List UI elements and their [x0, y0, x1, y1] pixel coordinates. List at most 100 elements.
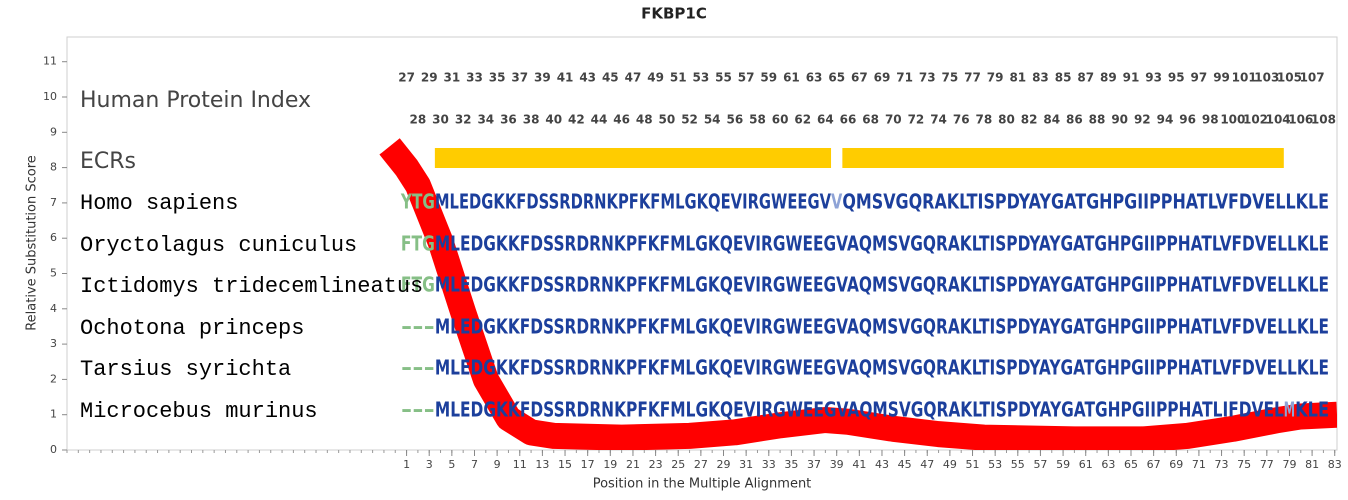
x-tick-label: 53: [988, 458, 1002, 471]
protein-index: 34: [477, 113, 494, 127]
protein-index: 91: [1123, 71, 1140, 85]
chart-title: FKBP1C: [641, 5, 707, 23]
y-tick-label: 8: [50, 161, 57, 174]
y-tick-label: 6: [50, 231, 57, 244]
plot-frame: [66, 36, 1338, 451]
x-tick-label: 35: [784, 458, 798, 471]
y-tick-label: 7: [50, 196, 57, 209]
protein-index: 28: [410, 113, 427, 127]
protein-index: 59: [760, 71, 777, 85]
protein-index: 73: [919, 71, 936, 85]
x-tick-label: 31: [739, 458, 753, 471]
x-tick-label: 77: [1260, 458, 1274, 471]
protein-index: 29: [421, 71, 438, 85]
protein-index: 102: [1243, 113, 1268, 127]
x-tick-label: 79: [1282, 458, 1296, 471]
protein-index: 65: [828, 71, 845, 85]
protein-index: 55: [715, 71, 732, 85]
y-tick-label: 0: [50, 443, 57, 456]
x-tick-label: 27: [694, 458, 708, 471]
species-name: Oryctolagus cuniculus: [80, 233, 357, 258]
protein-index: 61: [783, 71, 800, 85]
protein-index: 82: [1021, 113, 1038, 127]
x-tick-label: 19: [603, 458, 617, 471]
protein-index: 89: [1100, 71, 1117, 85]
x-tick-label: 65: [1124, 458, 1138, 471]
protein-index: 96: [1179, 113, 1196, 127]
x-axis-label: Position in the Multiple Alignment: [593, 477, 812, 492]
sequence-segment: MLEDGKKFDSSRDRNKPFKFMLGKQEVIRGWEEGV: [435, 190, 832, 214]
protein-index: 87: [1077, 71, 1094, 85]
protein-index: 106: [1288, 113, 1313, 127]
protein-index: 51: [670, 71, 687, 85]
ecr-label: ECRs: [80, 149, 136, 174]
protein-index: 107: [1300, 71, 1325, 85]
protein-index: 86: [1066, 113, 1083, 127]
x-tick-label: 29: [717, 458, 731, 471]
protein-index: 50: [659, 113, 676, 127]
ecr-bar: [842, 148, 1284, 168]
x-tick-label: 23: [649, 458, 663, 471]
x-tick-label: 69: [1169, 458, 1183, 471]
x-tick-label: 33: [762, 458, 776, 471]
protein-index: 70: [885, 113, 902, 127]
protein-index: 52: [681, 113, 698, 127]
protein-index: 62: [794, 113, 811, 127]
protein-index: 94: [1157, 113, 1174, 127]
protein-index: 68: [862, 113, 879, 127]
protein-index: 75: [942, 71, 959, 85]
x-tick-label: 37: [807, 458, 821, 471]
protein-index-label: Human Protein Index: [80, 88, 311, 113]
y-tick-label: 5: [50, 267, 57, 280]
x-tick-label: 7: [471, 458, 478, 471]
protein-index: 53: [693, 71, 710, 85]
x-tick-label: 41: [852, 458, 866, 471]
protein-index: 92: [1134, 113, 1151, 127]
x-tick-label: 83: [1328, 458, 1342, 471]
protein-index: 100: [1220, 113, 1245, 127]
y-tick-label: 4: [50, 302, 57, 315]
sequence-segment: ---: [401, 398, 435, 422]
protein-index: 71: [896, 71, 913, 85]
protein-index: 83: [1032, 71, 1049, 85]
x-tick-label: 61: [1079, 458, 1093, 471]
x-tick-label: 15: [558, 458, 572, 471]
x-tick-label: 39: [830, 458, 844, 471]
sequence-segment: V: [831, 190, 843, 214]
protein-index: 48: [636, 113, 653, 127]
protein-index: 39: [534, 71, 551, 85]
x-tick-label: 71: [1192, 458, 1206, 471]
x-tick-label: 13: [535, 458, 549, 471]
sequence-segment: MLEDGKKFDSSRDRNKPFKFMLGKQEVIRGWEEGVAQMSV…: [435, 232, 1329, 256]
x-tick-label: 5: [448, 458, 455, 471]
protein-index: 101: [1232, 71, 1257, 85]
x-tick-label: 47: [920, 458, 934, 471]
sequence-segment: ---: [401, 315, 435, 339]
species-name: Microcebus murinus: [80, 399, 318, 424]
species-name: Homo sapiens: [80, 191, 238, 216]
protein-index: 74: [930, 113, 947, 127]
protein-index: 97: [1191, 71, 1208, 85]
y-tick-label: 1: [50, 408, 57, 421]
protein-index: 98: [1202, 113, 1219, 127]
protein-index: 47: [625, 71, 642, 85]
species-name: Ictidomys tridecemlineatus: [80, 274, 423, 299]
protein-index: 85: [1055, 71, 1072, 85]
protein-index: 35: [489, 71, 506, 85]
protein-index: 60: [772, 113, 789, 127]
protein-index: 67: [851, 71, 868, 85]
protein-index: 33: [466, 71, 483, 85]
protein-index: 76: [953, 113, 970, 127]
protein-index: 104: [1266, 113, 1291, 127]
x-tick-label: 55: [1011, 458, 1025, 471]
x-tick-label: 75: [1237, 458, 1251, 471]
protein-index: 58: [749, 113, 766, 127]
sequence-segment: FTG: [401, 273, 435, 297]
protein-index: 46: [613, 113, 630, 127]
protein-index: 56: [726, 113, 743, 127]
protein-index: 66: [840, 113, 857, 127]
sequence-segment: MLEDGKKFDSSRDRNKPFKFMLGKQEVIRGWEEGVAQMSV…: [435, 356, 1329, 380]
protein-index: 90: [1111, 113, 1128, 127]
x-tick-label: 25: [671, 458, 685, 471]
